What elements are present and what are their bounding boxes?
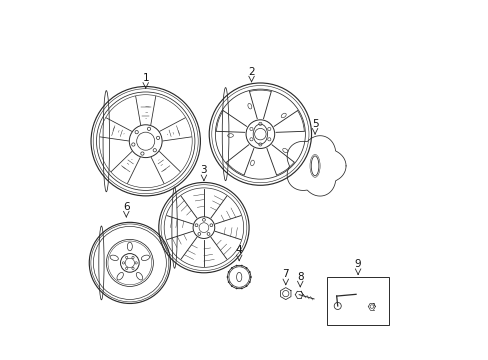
Circle shape: [249, 276, 251, 278]
Circle shape: [227, 281, 229, 283]
Bar: [327, 277, 388, 325]
Circle shape: [230, 267, 232, 269]
Text: 9: 9: [354, 259, 361, 269]
Text: 3: 3: [200, 165, 207, 175]
Circle shape: [199, 223, 208, 233]
Circle shape: [248, 281, 250, 283]
Circle shape: [248, 271, 250, 273]
Text: 4: 4: [235, 246, 242, 256]
Circle shape: [245, 285, 247, 287]
Circle shape: [227, 271, 229, 273]
Circle shape: [235, 287, 237, 289]
Text: 2: 2: [248, 67, 254, 77]
Circle shape: [245, 267, 247, 269]
Circle shape: [235, 265, 237, 267]
Text: 6: 6: [123, 202, 129, 212]
Text: 1: 1: [142, 73, 149, 83]
Text: 7: 7: [282, 270, 288, 279]
Text: 8: 8: [296, 271, 303, 282]
Circle shape: [226, 276, 228, 278]
Circle shape: [241, 287, 242, 289]
Circle shape: [241, 265, 242, 267]
Text: 5: 5: [311, 119, 318, 129]
Circle shape: [230, 285, 232, 287]
